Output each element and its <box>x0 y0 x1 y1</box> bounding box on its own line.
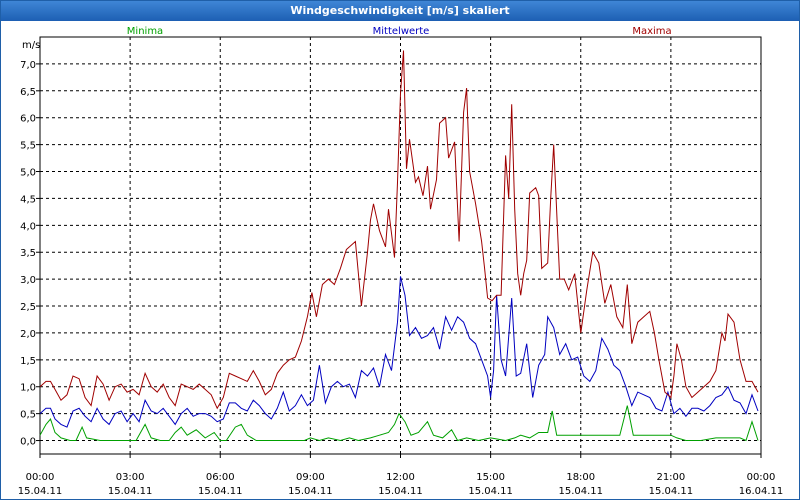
series-line-mittelwerte <box>39 276 759 428</box>
x-tick-date: 15.04.11 <box>468 486 513 497</box>
y-axis-label: m/s <box>22 40 40 51</box>
x-tick-time: 00:00 <box>747 472 776 483</box>
y-tick-label: 0,0 <box>20 437 36 448</box>
x-tick-time: 18:00 <box>566 472 595 483</box>
x-tick-date: 15.04.11 <box>18 486 63 497</box>
series-line-maxima <box>39 50 759 410</box>
x-tick-date: 15.04.11 <box>108 486 153 497</box>
y-tick-label: 1,5 <box>20 356 36 367</box>
x-tick-date: 15.04.11 <box>378 486 423 497</box>
series-lines <box>39 50 759 442</box>
legend-maxima: Maxima <box>632 26 671 37</box>
y-tick-label: 2,5 <box>20 302 36 313</box>
chart-title: Windgeschwindigkeit [m/s] skaliert <box>1 1 799 21</box>
x-tick-time: 00:00 <box>26 472 55 483</box>
x-tick-date: 16.04.11 <box>739 486 784 497</box>
x-tick-date: 15.04.11 <box>198 486 243 497</box>
y-tick-label: 6,0 <box>20 114 36 125</box>
y-tick-label: 4,0 <box>20 221 36 232</box>
x-tick-time: 15:00 <box>476 472 505 483</box>
y-tick-label: 4,5 <box>20 194 36 205</box>
series-line-minima <box>39 405 759 442</box>
x-tick-time: 21:00 <box>656 472 685 483</box>
y-tick-label: 5,0 <box>20 168 36 179</box>
x-tick-date: 15.04.11 <box>649 486 694 497</box>
y-tick-label: 7,0 <box>20 60 36 71</box>
x-tick-time: 06:00 <box>206 472 235 483</box>
x-tick-time: 09:00 <box>296 472 325 483</box>
y-tick-label: 3,5 <box>20 248 36 259</box>
y-axis-ticks: 0,0 0,5 1,0 1,5 2,0 2,5 3,0 3,5 4,0 4,5 5,0 5,5 6,0 6… <box>20 60 40 448</box>
x-tick-time: 03:00 <box>116 472 145 483</box>
legend-mittelwerte: Mittelwerte <box>373 26 430 37</box>
legend-minima: Minima <box>127 26 163 37</box>
x-tick-date: 15.04.11 <box>558 486 603 497</box>
y-tick-label: 2,0 <box>20 329 36 340</box>
gridlines <box>40 37 761 454</box>
y-tick-label: 5,5 <box>20 141 36 152</box>
x-tick-time: 12:00 <box>386 472 415 483</box>
y-tick-label: 6,5 <box>20 87 36 98</box>
y-tick-label: 0,5 <box>20 410 36 421</box>
y-tick-label: 3,0 <box>20 275 36 286</box>
y-tick-label: 1,0 <box>20 383 36 394</box>
x-axis-ticks: 00:00 15.04.11 03:00 15.04.11 06:00 15.04.11 0… <box>18 454 784 497</box>
x-tick-date: 15.04.11 <box>288 486 333 497</box>
